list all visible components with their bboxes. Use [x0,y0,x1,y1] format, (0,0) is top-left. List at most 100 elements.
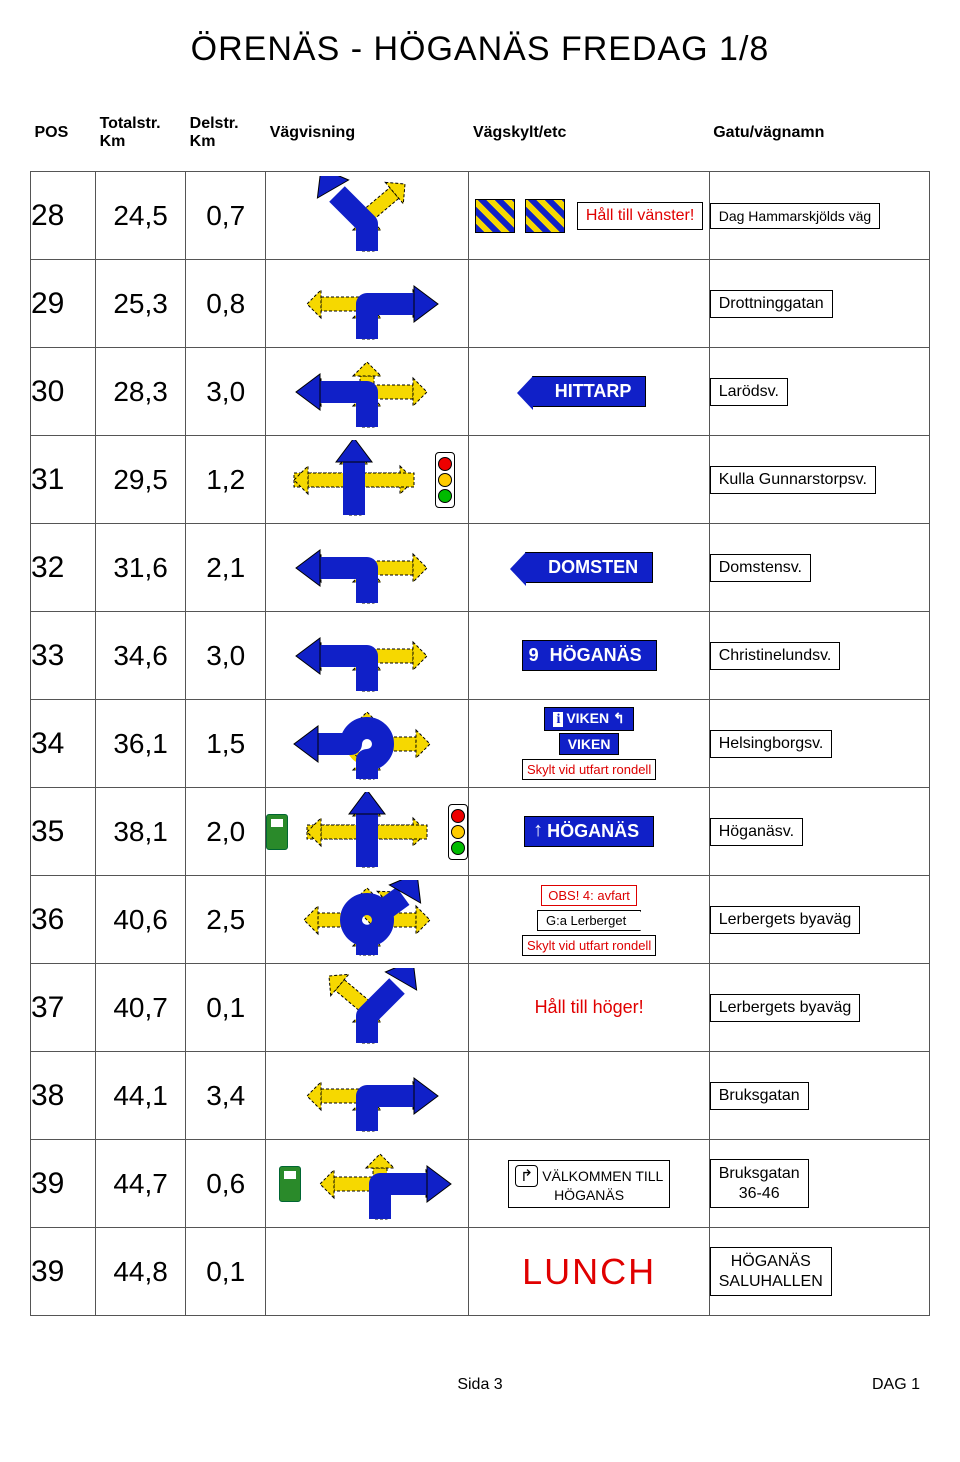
table-row: 38 44,1 3,4 Bruksgatan [31,1052,930,1140]
cell-direction [266,964,469,1052]
cell-total: 36,1 [96,700,186,788]
street-name: Helsingborgsv. [710,730,833,758]
cell-del: 0,6 [186,1140,266,1228]
street-name: Dag Hammarskjölds väg [710,203,881,229]
table-row: 30 28,3 3,0 HITTARP Larödsv. [31,348,930,436]
header-del: Delstr. Km [186,109,266,172]
street-name: Lerbergets byaväg [710,994,861,1022]
cell-direction [266,876,469,964]
route-table: POS Totalstr. Km Delstr. Km Vägvisning V… [30,109,930,1316]
cell-direction [266,1228,469,1316]
obs-warning: OBS! 4: avfart [541,885,637,906]
cell-pos: 31 [31,436,96,524]
cell-sign: iVIKEN ↰ VIKEN Skylt vid utfart rondell [469,700,709,788]
direction-sign: HÖGANÄS [524,816,654,847]
street-name: Larödsv. [710,378,788,406]
cell-sign: Håll till vänster! [469,172,709,260]
cell-name: Dag Hammarskjölds väg [709,172,929,260]
welcome-sign: ↱VÄLKOMMEN TILLHÖGANÄS [508,1160,671,1208]
cell-del: 1,5 [186,700,266,788]
page-footer: Sida 3 DAG 1 [30,1376,930,1394]
cell-total: 40,7 [96,964,186,1052]
cell-pos: 29 [31,260,96,348]
cell-name: Lerbergets byaväg [709,876,929,964]
cell-del: 2,1 [186,524,266,612]
cell-pos: 33 [31,612,96,700]
cell-total: 29,5 [96,436,186,524]
street-name: Bruksgatan36-46 [710,1159,809,1207]
cell-pos: 37 [31,964,96,1052]
cell-del: 0,1 [186,1228,266,1316]
cell-name: Bruksgatan [709,1052,929,1140]
cell-sign [469,1052,709,1140]
table-row: 39 44,8 0,1 LUNCH HÖGANÄSSALUHALLEN [31,1228,930,1316]
header-dir: Vägvisning [266,109,469,172]
cell-direction [266,260,469,348]
table-row: 28 24,5 0,7 Håll till vänster! Dag Hamma… [31,172,930,260]
cell-del: 2,0 [186,788,266,876]
cell-direction [266,1052,469,1140]
cell-pos: 34 [31,700,96,788]
cell-del: 0,1 [186,964,266,1052]
cell-sign: Håll till höger! [469,964,709,1052]
lunch-label: LUNCH [522,1251,656,1292]
cell-del: 1,2 [186,436,266,524]
cell-total: 28,3 [96,348,186,436]
cell-sign: LUNCH [469,1228,709,1316]
cell-pos: 35 [31,788,96,876]
header-total: Totalstr. Km [96,109,186,172]
cell-total: 38,1 [96,788,186,876]
street-name: Christinelundsv. [710,642,841,670]
cell-total: 44,8 [96,1228,186,1316]
cell-sign: DOMSTEN [469,524,709,612]
footer-center: Sida 3 [457,1376,502,1394]
cell-total: 25,3 [96,260,186,348]
table-row: 35 38,1 2,0 HÖGANÄS Höganäsv. [31,788,930,876]
cell-pos: 38 [31,1052,96,1140]
cell-direction [266,524,469,612]
cell-direction [266,348,469,436]
cell-sign: HÖGANÄS [469,612,709,700]
cell-direction [266,700,469,788]
header-pos: POS [31,109,96,172]
direction-sign: iVIKEN ↰ [544,707,633,731]
cell-name: Höganäsv. [709,788,929,876]
sign-text: Håll till höger! [535,997,644,1017]
direction-sign: HITTARP [532,376,647,407]
cell-sign: HITTARP [469,348,709,436]
footer-right: DAG 1 [872,1376,920,1394]
cell-sign: OBS! 4: avfart G:a Lerberget Skylt vid u… [469,876,709,964]
cell-name: Drottninggatan [709,260,929,348]
table-row: 33 34,6 3,0 HÖGANÄS Christinelundsv. [31,612,930,700]
cell-total: 40,6 [96,876,186,964]
cell-total: 44,1 [96,1052,186,1140]
turn-right-icon: ↱ [515,1165,538,1187]
fuel-marker-icon [279,1166,301,1202]
cell-total: 34,6 [96,612,186,700]
sign-caption: Skylt vid utfart rondell [522,759,656,780]
table-row: 36 40,6 2,5 OBS! 4: avfart G:a Ler [31,876,930,964]
table-row: 34 36,1 1,5 iVIKEN ↰ VIKEN Skylt vid utf… [31,700,930,788]
cell-pos: 39 [31,1140,96,1228]
cell-pos: 39 [31,1228,96,1316]
table-row: 37 40,7 0,1 Håll till höger! Lerbergets … [31,964,930,1052]
traffic-light-icon [448,804,468,860]
cell-pos: 32 [31,524,96,612]
cell-pos: 28 [31,172,96,260]
street-name: Kulla Gunnarstorpsv. [710,466,876,494]
table-row: 32 31,6 2,1 DOMSTEN Domstensv. [31,524,930,612]
street-name: Bruksgatan [710,1082,809,1110]
direction-sign: VIKEN [559,733,620,755]
cell-sign: ↱VÄLKOMMEN TILLHÖGANÄS [469,1140,709,1228]
cell-direction [266,172,469,260]
traffic-light-icon [435,452,455,508]
street-name: Lerbergets byaväg [710,906,861,934]
cell-direction [266,1140,469,1228]
cell-name: Bruksgatan36-46 [709,1140,929,1228]
sign-caption: Skylt vid utfart rondell [522,935,656,956]
cell-name: Helsingborgsv. [709,700,929,788]
hazard-stripe-icon [475,199,515,233]
street-name: Domstensv. [710,554,811,582]
cell-direction [266,788,469,876]
cell-name: Larödsv. [709,348,929,436]
